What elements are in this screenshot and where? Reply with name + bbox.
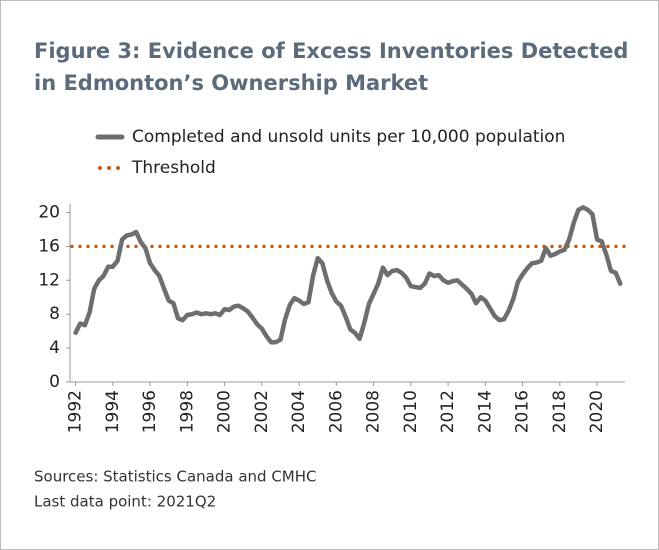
chart-title: in Edmonton’s Ownership Market	[34, 71, 428, 95]
x-tick-label: 2012	[438, 390, 458, 433]
y-tick-label: 4	[49, 338, 60, 358]
y-tick-label: 16	[38, 236, 60, 256]
y-tick-label: 20	[38, 202, 60, 222]
x-tick-label: 2020	[587, 390, 607, 433]
y-tick-label: 8	[49, 304, 60, 324]
x-tick-label: 2008	[364, 390, 384, 433]
source-note: Last data point: 2021Q2	[34, 493, 216, 511]
x-tick-label: 2002	[252, 390, 272, 433]
x-tick-label: 2006	[326, 390, 346, 433]
data-line	[73, 205, 623, 345]
legend-label: Completed and unsold units per 10,000 po…	[132, 127, 565, 147]
legend-label: Threshold	[131, 158, 216, 178]
chart-title: Figure 3: Evidence of Excess Inventories…	[34, 39, 628, 63]
x-tick-label: 1996	[140, 390, 160, 433]
x-tick-label: 2000	[215, 390, 235, 433]
y-tick-label: 0	[49, 372, 60, 392]
x-tick-label: 1998	[177, 390, 197, 433]
x-tick-label: 2016	[513, 390, 533, 433]
y-tick-label: 12	[38, 270, 60, 290]
x-tick-label: 2004	[289, 390, 309, 433]
x-tick-label: 2018	[550, 390, 570, 433]
x-tick-label: 1992	[66, 390, 86, 433]
x-tick-label: 2014	[475, 390, 495, 433]
x-tick-label: 1994	[103, 390, 123, 433]
x-tick-label: 2010	[401, 390, 421, 433]
source-note: Sources: Statistics Canada and CMHC	[34, 468, 317, 486]
